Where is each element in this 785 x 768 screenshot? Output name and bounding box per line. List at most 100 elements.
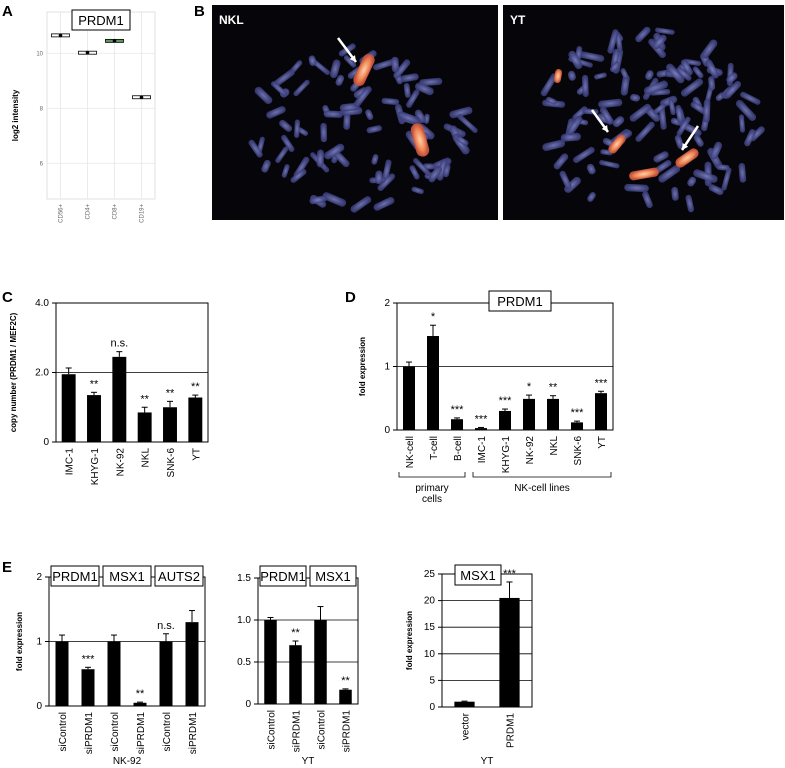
chromosome xyxy=(281,134,295,152)
data-point xyxy=(139,95,144,100)
chromosome xyxy=(726,72,738,84)
category-label: CD56+ xyxy=(59,204,65,223)
chromosome xyxy=(377,173,396,191)
chromosome xyxy=(645,70,654,81)
y-axis-label: log2 intensity xyxy=(11,89,20,141)
title-box xyxy=(50,565,100,587)
chromosome xyxy=(635,26,651,43)
chromosome xyxy=(366,125,382,134)
bar xyxy=(61,374,76,442)
chromosome xyxy=(680,78,704,97)
chromosome xyxy=(320,122,328,143)
title-box xyxy=(488,290,552,312)
significance-label: ** xyxy=(140,393,149,405)
significance-label: ** xyxy=(136,688,145,700)
category-label: KHYG-1 xyxy=(90,448,101,486)
chromosome xyxy=(436,158,448,181)
arrow-head xyxy=(601,125,608,132)
significance-label: *** xyxy=(451,404,465,416)
group-bracket xyxy=(398,472,466,478)
chromosome xyxy=(254,86,273,105)
chromosome xyxy=(294,119,301,138)
chromosome xyxy=(652,34,667,50)
chart-a: 6 8 10 CD56+ CD4+ CD8+ CD19+ log2 intensity PRDM… xyxy=(11,9,156,223)
chromosome xyxy=(610,61,621,73)
y-tick-label: 4.0 xyxy=(35,298,49,309)
chromosome xyxy=(409,165,420,180)
chromosome xyxy=(381,97,400,105)
y-tick-label: 5 xyxy=(429,675,435,686)
bar xyxy=(427,336,439,430)
chromosome xyxy=(620,68,629,80)
chromosome xyxy=(309,195,327,205)
significance-label: * xyxy=(527,381,532,393)
y-tick-label: 0.5 xyxy=(237,657,251,668)
micrograph-label-nkl: NKL xyxy=(219,13,244,27)
panel-label-a: A xyxy=(2,3,13,20)
chromosome xyxy=(411,186,424,195)
chromosome xyxy=(674,134,684,149)
x-axis-label: YT xyxy=(302,756,315,767)
chart-d: 012NK-cell*T-cell***B-cell***IMC-1***KHY… xyxy=(358,290,614,505)
title-box xyxy=(154,565,204,587)
title-box xyxy=(454,564,502,586)
category-label: SNK-6 xyxy=(166,448,177,478)
chromosome xyxy=(635,121,655,142)
category-label: NKL xyxy=(141,448,152,468)
y-tick-label: 25 xyxy=(424,569,436,580)
chromosome xyxy=(693,134,704,147)
category-label: siControl xyxy=(58,712,69,751)
chromosome xyxy=(403,82,411,98)
category-label: SNK-6 xyxy=(573,436,584,466)
category-label: siPRDM1 xyxy=(188,712,199,755)
chromosome xyxy=(620,74,630,96)
group-label-line: cells xyxy=(422,494,442,505)
fish-signal xyxy=(675,148,699,168)
panel-label-b: B xyxy=(194,3,205,20)
micrographs: NKL YT xyxy=(212,5,784,220)
category-label: siControl xyxy=(317,710,328,749)
bar xyxy=(81,669,95,706)
chromosome xyxy=(594,72,607,80)
chromosome xyxy=(333,150,350,168)
chromosome xyxy=(371,154,379,165)
chromosome xyxy=(350,196,372,213)
bar xyxy=(163,407,177,442)
chromosome xyxy=(281,164,290,178)
chromosome xyxy=(630,93,641,102)
category-label: NKL xyxy=(549,436,560,456)
chromosome xyxy=(708,76,716,91)
chromosome xyxy=(607,29,619,54)
significance-label: ** xyxy=(341,675,350,687)
bar xyxy=(185,622,199,706)
chromosome xyxy=(568,50,583,70)
category-label: CD8+ xyxy=(113,204,119,220)
chromosome xyxy=(624,183,649,193)
chromosome xyxy=(559,170,572,190)
chromosome xyxy=(248,139,263,158)
category-label: IMC-1 xyxy=(477,436,488,464)
micrograph-label-yt: YT xyxy=(510,13,526,27)
title-box-label: PRDM1 xyxy=(52,569,98,584)
chromosome xyxy=(343,55,357,68)
significance-label: *** xyxy=(503,568,517,580)
y-tick-label: 0 xyxy=(43,437,49,448)
title-box-label: MSX1 xyxy=(109,569,144,584)
bar xyxy=(289,645,302,704)
chromosome xyxy=(261,159,271,173)
y-axis-label: fold expression xyxy=(405,611,414,670)
chromosome xyxy=(680,59,693,76)
title-box-label: MSX1 xyxy=(315,569,350,584)
y-axis-label: fold expression xyxy=(358,337,367,396)
title-box xyxy=(71,9,131,31)
y-tick-label: 0 xyxy=(245,699,251,710)
y-tick-label: 2 xyxy=(36,572,42,583)
group-label-line: primary xyxy=(415,483,448,494)
bar xyxy=(55,641,69,706)
chromosome xyxy=(567,115,583,136)
chromosome xyxy=(399,73,419,83)
bar xyxy=(188,397,203,442)
y-tick-label: 8 xyxy=(40,106,44,112)
chromosome xyxy=(666,63,685,84)
category-label: siPRDM1 xyxy=(84,712,95,755)
